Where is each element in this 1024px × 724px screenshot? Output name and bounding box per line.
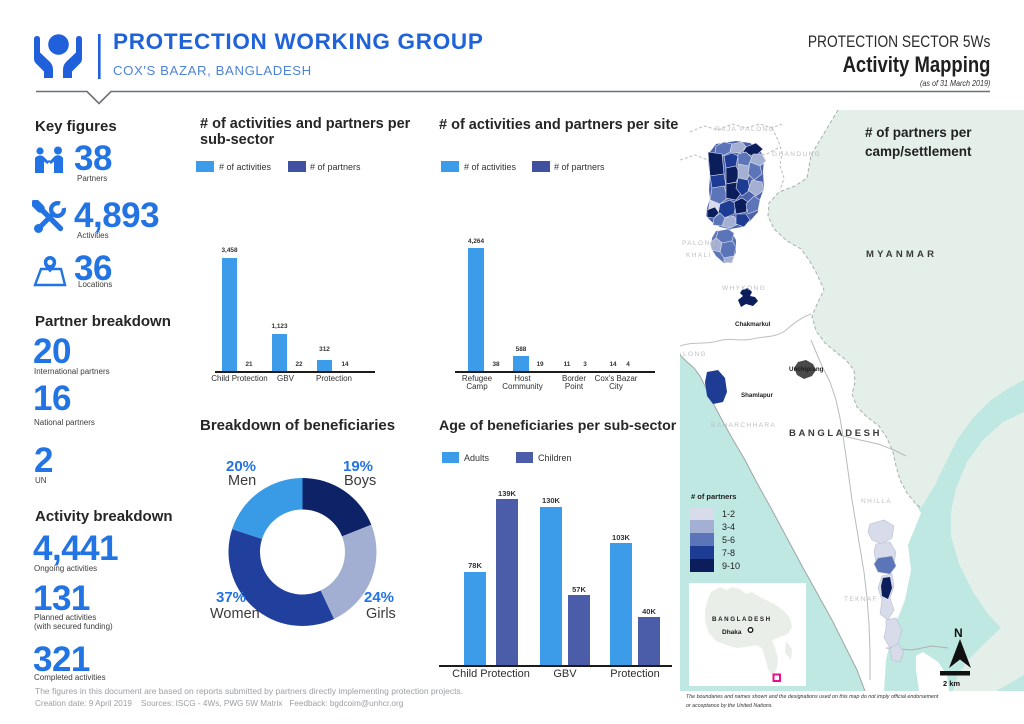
svg-text:3-4: 3-4	[722, 522, 735, 532]
svg-text:KHALI: KHALI	[686, 252, 712, 259]
svg-text:BAHARCHHARA: BAHARCHHARA	[711, 422, 776, 429]
svg-text:N: N	[954, 626, 963, 640]
svg-text:5-6: 5-6	[722, 535, 735, 545]
svg-text:# of partners per: # of partners per	[865, 125, 972, 140]
svg-text:# of partners: # of partners	[691, 492, 736, 501]
svg-text:camp/settlement: camp/settlement	[865, 144, 972, 159]
svg-text:Dhaka: Dhaka	[722, 629, 742, 636]
svg-text:NHILLA: NHILLA	[861, 498, 892, 505]
svg-text:PALONG: PALONG	[680, 351, 707, 358]
svg-text:MYANMAR: MYANMAR	[866, 249, 937, 260]
svg-text:BANGLADESH: BANGLADESH	[712, 616, 772, 623]
svg-text:BANGLADESH: BANGLADESH	[789, 428, 882, 439]
svg-text:GHANDUNG: GHANDUNG	[772, 151, 821, 158]
svg-text:TEKNAF: TEKNAF	[844, 596, 878, 603]
svg-text:RAJA PALONG: RAJA PALONG	[715, 126, 775, 133]
svg-text:Chakmarkul: Chakmarkul	[735, 321, 771, 328]
svg-text:2 km: 2 km	[943, 679, 960, 688]
svg-text:WHYKONG: WHYKONG	[722, 285, 766, 292]
svg-text:Shamlapur: Shamlapur	[741, 392, 774, 399]
svg-text:Unchiprang: Unchiprang	[789, 366, 824, 373]
svg-text:9-10: 9-10	[722, 561, 740, 571]
svg-text:7-8: 7-8	[722, 548, 735, 558]
svg-text:1-2: 1-2	[722, 509, 735, 519]
svg-text:PALONG: PALONG	[682, 240, 717, 247]
